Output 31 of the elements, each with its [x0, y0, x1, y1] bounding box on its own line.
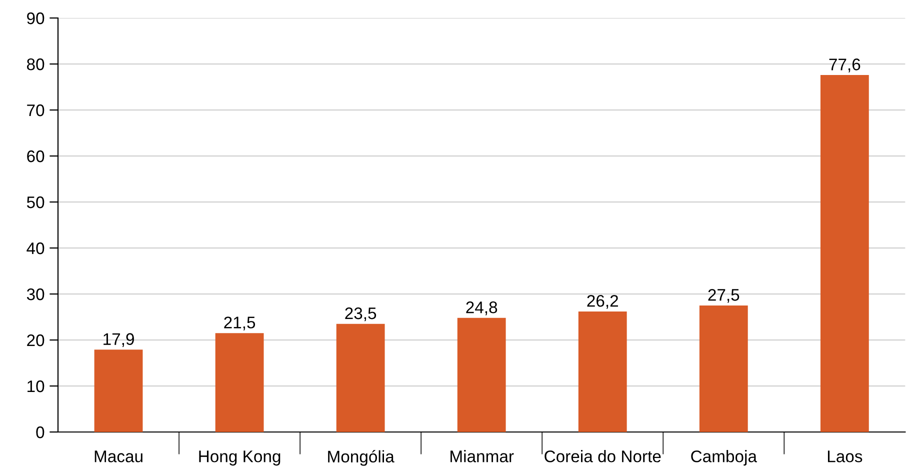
bar	[457, 318, 506, 432]
data-label: 26,2	[587, 294, 618, 309]
bar	[699, 306, 748, 432]
bar	[578, 311, 627, 432]
data-label: 24,8	[466, 301, 498, 316]
y-tick-label: 70	[27, 104, 44, 116]
y-tick-label: 0	[36, 426, 44, 438]
y-tick-label: 30	[26, 288, 44, 300]
data-label: 23,5	[345, 307, 376, 322]
x-tick-label: Hong Kong	[199, 450, 280, 466]
x-tick-label: Laos	[828, 450, 862, 462]
data-label: 77,6	[829, 58, 860, 72]
bar	[94, 350, 143, 432]
x-tick-label: Macau	[94, 450, 142, 462]
x-tick-label: Mongólia	[328, 450, 394, 466]
x-tick-label: Coreia do Norte	[544, 450, 661, 462]
y-tick-label: 80	[26, 58, 44, 70]
y-tick-label: 90	[27, 12, 44, 24]
bar	[820, 75, 869, 432]
x-tick-label: Mianmar	[450, 450, 514, 462]
data-label: 21,5	[224, 316, 256, 330]
x-tick-label: Camboja	[691, 450, 757, 466]
data-label: 27,5	[708, 289, 740, 303]
data-label: 17,9	[104, 333, 134, 347]
y-tick-label: 60	[27, 150, 44, 162]
y-tick-label: 50	[26, 196, 44, 208]
bar	[215, 333, 264, 432]
y-tick-label: 10	[28, 380, 44, 392]
y-tick-label: 20	[27, 334, 44, 346]
bar	[336, 324, 385, 432]
y-tick-label: 40	[26, 242, 44, 254]
